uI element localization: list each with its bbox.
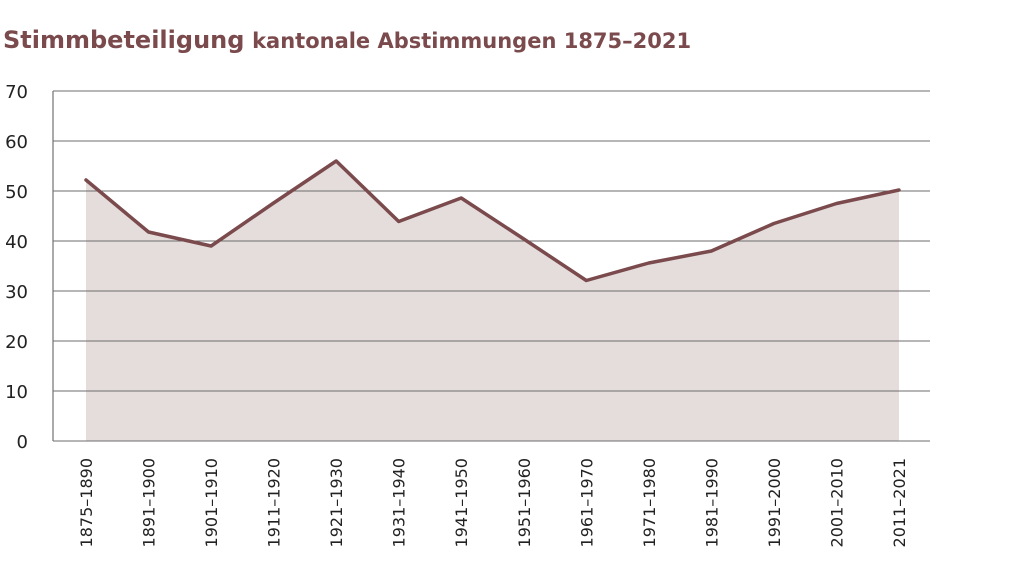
y-tick-label: 10 [5,382,28,403]
y-tick-label: 30 [5,282,28,303]
x-tick-label: 1901–1910 [202,458,221,547]
series-line [84,159,901,283]
x-tick-label: 1991–2000 [765,458,784,547]
y-tick-label: 0 [17,432,28,453]
x-tick-label: 2001–2010 [827,458,846,547]
y-tick-label: 70 [5,82,28,103]
x-tick-label: 1891–1900 [140,458,159,547]
y-axis-ticks: 0 10 20 30 40 50 60 70 [5,82,28,453]
area-layer [53,90,930,442]
x-tick-label: 1875–1890 [77,458,96,547]
line-layer [84,159,901,283]
x-tick-label: 2011–2021 [890,458,909,547]
area-fill [86,161,899,441]
x-axis-ticks: 1875–1890 1891–1900 1901–1910 1911–1920 1921… [77,458,909,547]
y-tick-label: 60 [5,132,28,153]
chart-title-main: Stimmbeteiligung [3,26,245,54]
y-tick-label: 50 [5,182,28,203]
y-tick-label: 20 [5,332,28,353]
x-tick-label: 1971–1980 [640,458,659,547]
chart-title-sub: kantonale Abstimmungen 1875–2021 [252,29,692,53]
x-tick-label: 1911–1920 [265,458,284,547]
gridlines-overlay [53,90,930,442]
x-tick-label: 1981–1990 [702,458,721,547]
chart-title: Stimmbeteiligung kantonale Abstimmungen … [3,26,691,54]
x-tick-label: 1941–1950 [452,458,471,547]
x-tick-label: 1931–1940 [390,458,409,547]
x-tick-label: 1921–1930 [327,458,346,547]
x-tick-label: 1961–1970 [577,458,596,547]
y-tick-label: 40 [5,232,28,253]
x-tick-label: 1951–1960 [515,458,534,547]
